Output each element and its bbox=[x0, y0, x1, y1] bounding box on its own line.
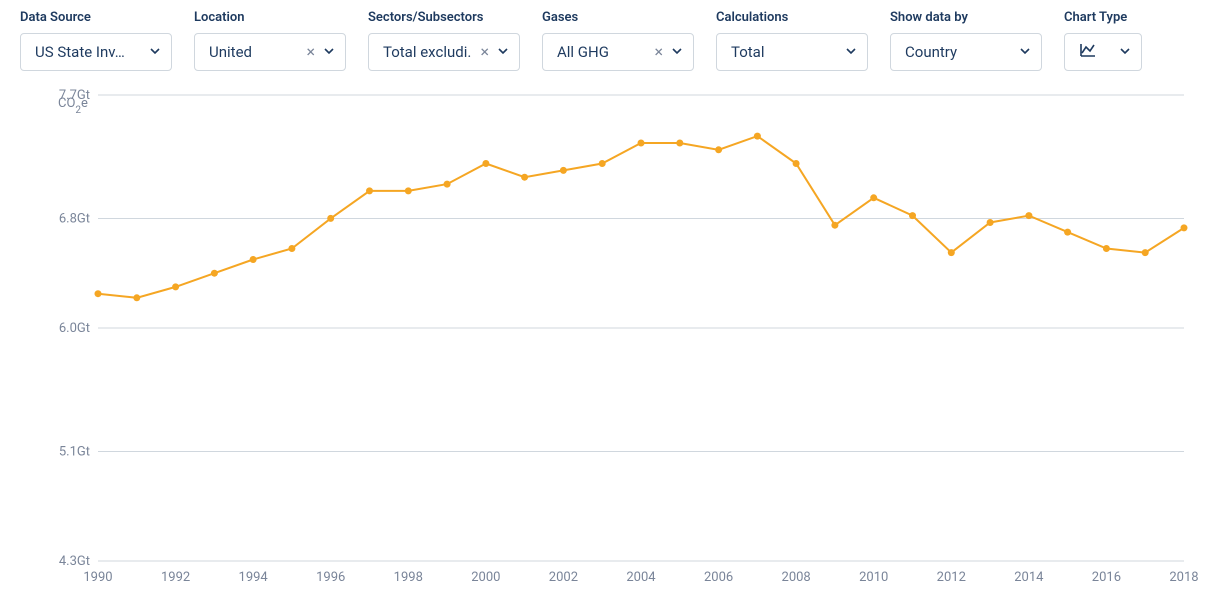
filter-location: Location United × bbox=[194, 10, 346, 71]
series-marker-emissions bbox=[405, 187, 412, 194]
series-marker-emissions bbox=[444, 181, 451, 188]
filter-chart-type: Chart Type bbox=[1064, 10, 1142, 71]
filter-bar: Data Source US State Inv… Location Unite… bbox=[20, 10, 1202, 71]
series-marker-emissions bbox=[482, 160, 489, 167]
series-marker-emissions bbox=[870, 194, 877, 201]
select-data-source[interactable]: US State Inv… bbox=[20, 33, 172, 71]
chevron-down-icon bbox=[1019, 43, 1031, 61]
series-marker-emissions bbox=[327, 215, 334, 222]
filter-label-chart-type: Chart Type bbox=[1064, 10, 1142, 25]
series-marker-emissions bbox=[676, 140, 683, 147]
series-marker-emissions bbox=[560, 167, 567, 174]
chevron-down-icon bbox=[323, 43, 335, 61]
x-tick-label: 2018 bbox=[1169, 570, 1198, 585]
y-tick-label: 5.1Gt bbox=[59, 444, 90, 459]
select-value: US State Inv… bbox=[35, 43, 143, 61]
select-sectors[interactable]: Total excludi. × bbox=[368, 33, 520, 71]
select-value: Country bbox=[905, 43, 1013, 61]
series-marker-emissions bbox=[366, 187, 373, 194]
x-tick-label: 1992 bbox=[161, 570, 190, 585]
filter-label-data-source: Data Source bbox=[20, 10, 172, 25]
x-tick-label: 2016 bbox=[1092, 570, 1121, 585]
clear-icon[interactable]: × bbox=[652, 44, 665, 60]
series-marker-emissions bbox=[95, 290, 102, 297]
filter-label-sectors: Sectors/Subsectors bbox=[368, 10, 520, 25]
series-marker-emissions bbox=[1103, 245, 1110, 252]
filter-data-source: Data Source US State Inv… bbox=[20, 10, 172, 71]
y-tick-label: 6.8Gt bbox=[59, 211, 90, 226]
series-marker-emissions bbox=[909, 212, 916, 219]
filter-gases: Gases All GHG × bbox=[542, 10, 694, 71]
x-tick-label: 1990 bbox=[83, 570, 112, 585]
series-marker-emissions bbox=[638, 140, 645, 147]
select-gases[interactable]: All GHG × bbox=[542, 33, 694, 71]
chevron-down-icon bbox=[149, 43, 161, 61]
select-calculations[interactable]: Total bbox=[716, 33, 868, 71]
x-tick-label: 1996 bbox=[316, 570, 345, 585]
select-location[interactable]: United × bbox=[194, 33, 346, 71]
filter-calculations: Calculations Total bbox=[716, 10, 868, 71]
y-tick-label: 7.7Gt bbox=[59, 89, 90, 103]
chevron-down-icon bbox=[497, 43, 509, 61]
clear-icon[interactable]: × bbox=[478, 44, 491, 60]
chevron-down-icon bbox=[845, 43, 857, 61]
series-marker-emissions bbox=[1064, 229, 1071, 236]
series-marker-emissions bbox=[599, 160, 606, 167]
series-marker-emissions bbox=[754, 133, 761, 140]
select-show-data-by[interactable]: Country bbox=[890, 33, 1042, 71]
series-marker-emissions bbox=[133, 294, 140, 301]
y-tick-label: 4.3Gt bbox=[59, 554, 90, 569]
x-tick-label: 2014 bbox=[1014, 570, 1044, 585]
series-marker-emissions bbox=[715, 146, 722, 153]
chart: CO2e7.7Gt6.8Gt6.0Gt5.1Gt4.3Gt19901992199… bbox=[20, 89, 1202, 591]
x-tick-label: 2000 bbox=[471, 570, 500, 585]
series-marker-emissions bbox=[250, 256, 257, 263]
chevron-down-icon bbox=[1119, 43, 1131, 61]
filter-label-gases: Gases bbox=[542, 10, 694, 25]
select-value: Total bbox=[731, 43, 839, 61]
series-marker-emissions bbox=[172, 283, 179, 290]
series-marker-emissions bbox=[1142, 249, 1149, 256]
series-marker-emissions bbox=[211, 270, 218, 277]
series-line-emissions bbox=[98, 136, 1184, 298]
chart-svg: CO2e7.7Gt6.8Gt6.0Gt5.1Gt4.3Gt19901992199… bbox=[20, 89, 1202, 591]
series-marker-emissions bbox=[793, 160, 800, 167]
filter-sectors: Sectors/Subsectors Total excludi. × bbox=[368, 10, 520, 71]
x-tick-label: 1994 bbox=[239, 570, 269, 585]
clear-icon[interactable]: × bbox=[304, 44, 317, 60]
series-marker-emissions bbox=[948, 249, 955, 256]
filter-label-location: Location bbox=[194, 10, 346, 25]
x-tick-label: 2008 bbox=[782, 570, 811, 585]
x-tick-label: 2002 bbox=[549, 570, 578, 585]
x-tick-label: 2010 bbox=[859, 570, 888, 585]
x-tick-label: 2004 bbox=[626, 570, 656, 585]
x-tick-label: 2006 bbox=[704, 570, 733, 585]
chevron-down-icon bbox=[671, 43, 683, 61]
x-tick-label: 1998 bbox=[394, 570, 423, 585]
series-marker-emissions bbox=[521, 174, 528, 181]
select-value: United bbox=[209, 43, 298, 61]
y-tick-label: 6.0Gt bbox=[59, 321, 90, 336]
series-marker-emissions bbox=[1025, 212, 1032, 219]
series-marker-emissions bbox=[288, 245, 295, 252]
series-marker-emissions bbox=[1181, 224, 1188, 231]
filter-label-show-data-by: Show data by bbox=[890, 10, 1042, 25]
line-chart-icon bbox=[1079, 41, 1097, 63]
select-chart-type[interactable] bbox=[1064, 33, 1142, 71]
series-marker-emissions bbox=[831, 222, 838, 229]
select-value: Total excludi. bbox=[383, 43, 472, 61]
select-value: All GHG bbox=[557, 43, 646, 61]
x-tick-label: 2012 bbox=[937, 570, 966, 585]
filter-show-data-by: Show data by Country bbox=[890, 10, 1042, 71]
series-marker-emissions bbox=[987, 219, 994, 226]
filter-label-calculations: Calculations bbox=[716, 10, 868, 25]
